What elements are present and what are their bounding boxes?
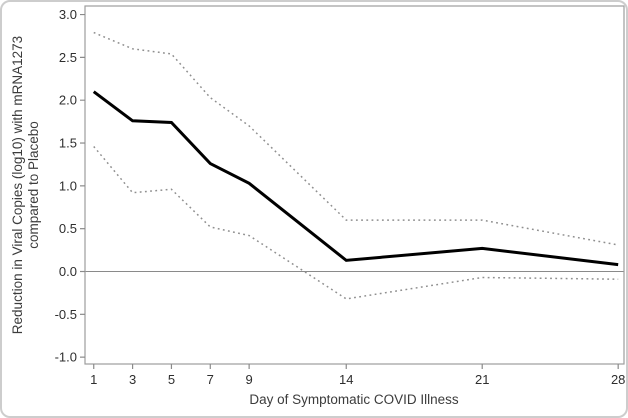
x-axis-label: Day of Symptomatic COVID Illness [249,392,459,407]
series-upper-confidence-limit-line [93,31,619,246]
y-axis-label-line1: Reduction in Viral Copies (log10) with m… [10,36,25,334]
y-tick-label: 1.0 [59,178,77,193]
y-tick-label: 2.0 [59,93,77,108]
x-tick-label: 14 [339,372,353,387]
x-tick-label: 5 [168,372,175,387]
y-tick-label: 0.5 [59,221,77,236]
y-tick-label: -1.0 [55,350,77,365]
y-axis-label: Reduction in Viral Copies (log10) with m… [10,36,41,334]
x-tick-label: 3 [129,372,136,387]
series-point-estimate-line [92,90,619,267]
plot-frame [84,5,625,365]
y-tick-label: 0.0 [59,264,77,279]
x-tick-label: 28 [611,372,625,387]
x-tick-label: 1 [90,372,97,387]
x-tick-label: 7 [207,372,214,387]
y-tick-label: 1.5 [59,136,77,151]
x-tick-label: 9 [246,372,253,387]
x-tick-label: 21 [475,372,489,387]
y-axis-label-line2: compared to Placebo [26,121,41,249]
y-tick-label: 3.0 [59,7,77,22]
plot-area: 3.0 2.5 2.0 1.5 1.0 0.5 0.0 -0.5 -1.0 1 3 5 7 9 14 21 28 [55,5,625,387]
y-tick-label: -0.5 [55,307,77,322]
series-lower-confidence-limit-line [93,145,619,300]
y-tick-label: 2.5 [59,50,77,65]
